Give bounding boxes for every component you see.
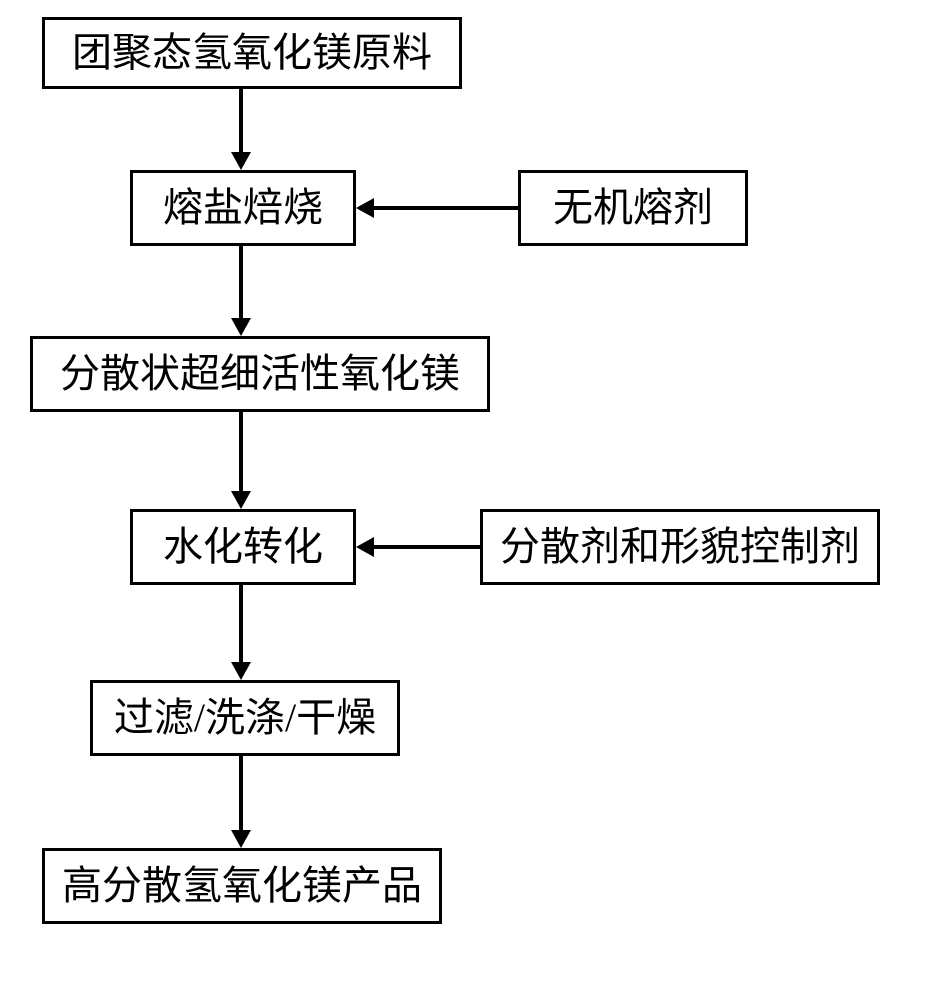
- node-product: 高分散氢氧化镁产品: [42, 848, 442, 924]
- node-label: 过滤/洗涤/干燥: [114, 696, 376, 740]
- node-label: 水化转化: [163, 525, 323, 569]
- node-label: 分散剂和形貌控制剂: [500, 525, 860, 569]
- edge-line: [239, 246, 243, 318]
- node-hydration: 水化转化: [130, 509, 356, 585]
- edge-line: [239, 756, 243, 830]
- edge-line: [374, 206, 518, 210]
- edge-line: [239, 585, 243, 662]
- edge-arrowhead: [231, 662, 251, 680]
- node-filter-wash-dry: 过滤/洗涤/干燥: [90, 680, 400, 756]
- edge-arrowhead: [356, 537, 374, 557]
- edge-line: [239, 89, 243, 152]
- edge-arrowhead: [231, 830, 251, 848]
- node-dispersed-mgo: 分散状超细活性氧化镁: [30, 336, 490, 412]
- edge-line: [239, 412, 243, 491]
- node-inorganic-flux: 无机熔剂: [518, 170, 748, 246]
- node-label: 高分散氢氧化镁产品: [62, 864, 422, 908]
- flowchart-container: 团聚态氢氧化镁原料 熔盐焙烧 无机熔剂 分散状超细活性氧化镁 水化转化 分散剂和…: [0, 0, 952, 1000]
- edge-arrowhead: [231, 318, 251, 336]
- node-label: 团聚态氢氧化镁原料: [72, 31, 432, 75]
- node-label: 无机熔剂: [553, 186, 713, 230]
- edge-arrowhead: [231, 152, 251, 170]
- edge-arrowhead: [356, 198, 374, 218]
- node-raw-material: 团聚态氢氧化镁原料: [42, 17, 462, 89]
- node-molten-salt-roasting: 熔盐焙烧: [130, 170, 356, 246]
- node-dispersant-agent: 分散剂和形貌控制剂: [480, 509, 880, 585]
- node-label: 熔盐焙烧: [163, 186, 323, 230]
- edge-line: [374, 545, 480, 549]
- edge-arrowhead: [231, 491, 251, 509]
- node-label: 分散状超细活性氧化镁: [60, 352, 460, 396]
